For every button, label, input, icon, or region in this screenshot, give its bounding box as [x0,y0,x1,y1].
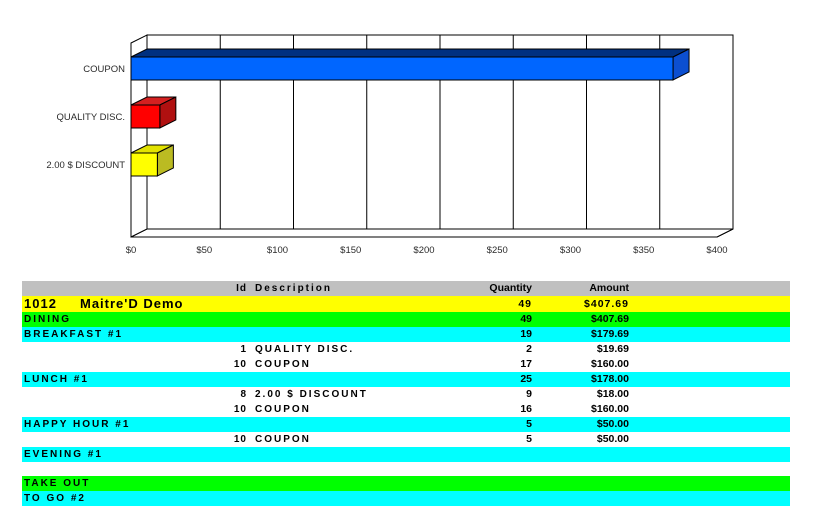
quantity-cell: 17 [520,358,532,370]
chart-floor [130,228,734,238]
quantity-cell: 2 [526,343,532,355]
discount-report-table: Id Description Quantity Amount 1012 Maitr… [22,281,790,506]
amount-cell: $407.69 [584,298,629,310]
description-cell: COUPON [255,404,311,415]
table-row: 8 2.00 $ DISCOUNT 9 $18.00 [22,387,790,402]
header-id: Id [236,283,247,294]
id-cell: 10 [233,434,247,445]
id-cell: 1012 [24,296,57,311]
x-tick-label: $300 [560,245,581,256]
header-amount: Amount [589,282,629,294]
quantity-cell: 5 [526,418,532,430]
description-cell: Maitre'D Demo [80,296,184,311]
quantity-cell: 5 [526,433,532,445]
description-cell: QUALITY DISC. [255,344,355,355]
x-tick-label: $0 [126,245,137,256]
table-body: 1012 Maitre'D Demo 49 $407.69 DINING 49 $407.6… [22,296,790,506]
bar-coupon [130,48,690,81]
description-cell: LUNCH #1 [24,374,89,385]
x-tick-label: $200 [413,245,434,256]
id-cell: 1 [240,344,247,355]
description-cell: DINING [24,314,71,325]
bar-front-face [130,152,158,177]
bar-2-00-discount [130,144,174,177]
quantity-cell: 49 [520,313,532,325]
quantity-cell: 16 [520,403,532,415]
x-tick-label: $400 [706,245,727,256]
table-row: 1012 Maitre'D Demo 49 $407.69 [22,296,790,312]
amount-cell: $160.00 [591,403,629,415]
quantity-cell: 25 [520,373,532,385]
quantity-cell: 19 [520,328,532,340]
x-tick-label: $350 [633,245,654,256]
amount-cell: $18.00 [596,388,629,400]
x-tick-label: $100 [267,245,288,256]
table-row: TO GO #2 [22,491,790,506]
amount-cell: $179.69 [591,328,629,340]
amount-cell: $50.00 [596,433,629,445]
amount-cell: $50.00 [596,418,629,430]
amount-cell: $19.69 [596,343,629,355]
description-cell: COUPON [255,434,311,445]
amount-cell: $407.69 [591,313,629,325]
category-label: COUPON [83,64,125,75]
description-cell: TAKE OUT [24,478,91,489]
chart-canvas: COUPON QUALITY DISC. 2.00 $ DISCOUNT $0 $50 $… [46,34,734,256]
table-row: 1 QUALITY DISC. 2 $19.69 [22,342,790,357]
bar-front-face [130,56,674,81]
description-cell: EVENING #1 [24,449,103,460]
table-row: 10 COUPON 17 $160.00 [22,357,790,372]
table-row: HAPPY HOUR #1 5 $50.00 [22,417,790,432]
description-cell: 2.00 $ DISCOUNT [255,389,368,400]
table-row: BREAKFAST #1 19 $179.69 [22,327,790,342]
x-tick-label: $50 [196,245,212,256]
table-spacer-row [22,462,790,476]
bar-quality-disc [130,96,177,129]
bar-front-face [130,104,161,129]
header-quantity: Quantity [489,282,532,294]
description-cell: TO GO #2 [24,493,86,504]
quantity-cell: 9 [526,388,532,400]
discount-3d-bar-chart: COUPON QUALITY DISC. 2.00 $ DISCOUNT $0 $50 $… [46,34,734,256]
bar-top-face [130,48,690,58]
quantity-cell: 49 [518,298,532,310]
table-row: EVENING #1 [22,447,790,462]
header-description: Description [255,283,333,294]
table-header-row: Id Description Quantity Amount [22,281,790,296]
x-tick-label: $250 [487,245,508,256]
table-row: TAKE OUT [22,476,790,491]
id-cell: 10 [233,404,247,415]
table-row: 10 COUPON 5 $50.00 [22,432,790,447]
id-cell: 8 [240,389,247,400]
description-cell: COUPON [255,359,311,370]
amount-cell: $160.00 [591,358,629,370]
description-cell: HAPPY HOUR #1 [24,419,131,430]
category-label: QUALITY DISC. [57,112,125,123]
table-row: DINING 49 $407.69 [22,312,790,327]
table-row: 10 COUPON 16 $160.00 [22,402,790,417]
id-cell: 10 [233,359,247,370]
category-label: 2.00 $ DISCOUNT [46,160,125,171]
amount-cell: $178.00 [591,373,629,385]
x-tick-label: $150 [340,245,361,256]
table-row: LUNCH #1 25 $178.00 [22,372,790,387]
description-cell: BREAKFAST #1 [24,329,124,340]
